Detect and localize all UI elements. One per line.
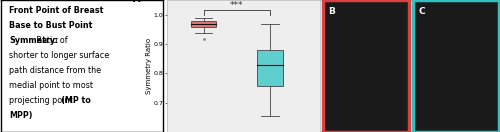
Text: projecting point: projecting point bbox=[9, 96, 75, 105]
Text: C: C bbox=[418, 7, 425, 16]
Text: ***: *** bbox=[230, 1, 243, 10]
FancyBboxPatch shape bbox=[191, 21, 216, 27]
Text: Base to Bust Point: Base to Bust Point bbox=[9, 21, 92, 30]
Text: medial point to most: medial point to most bbox=[9, 81, 93, 90]
Text: path distance from the: path distance from the bbox=[9, 66, 101, 75]
Text: Symmetry:: Symmetry: bbox=[9, 36, 58, 45]
FancyBboxPatch shape bbox=[258, 50, 282, 86]
Text: Front Point of Breast: Front Point of Breast bbox=[9, 6, 104, 15]
Text: A: A bbox=[134, 0, 141, 4]
Text: Ratio of: Ratio of bbox=[9, 36, 68, 45]
Text: shorter to longer surface: shorter to longer surface bbox=[9, 51, 110, 60]
Y-axis label: Symmetry Ratio: Symmetry Ratio bbox=[146, 38, 152, 94]
Text: (MP to: (MP to bbox=[9, 96, 91, 105]
Text: B: B bbox=[328, 7, 336, 16]
Text: MPP): MPP) bbox=[9, 111, 32, 120]
